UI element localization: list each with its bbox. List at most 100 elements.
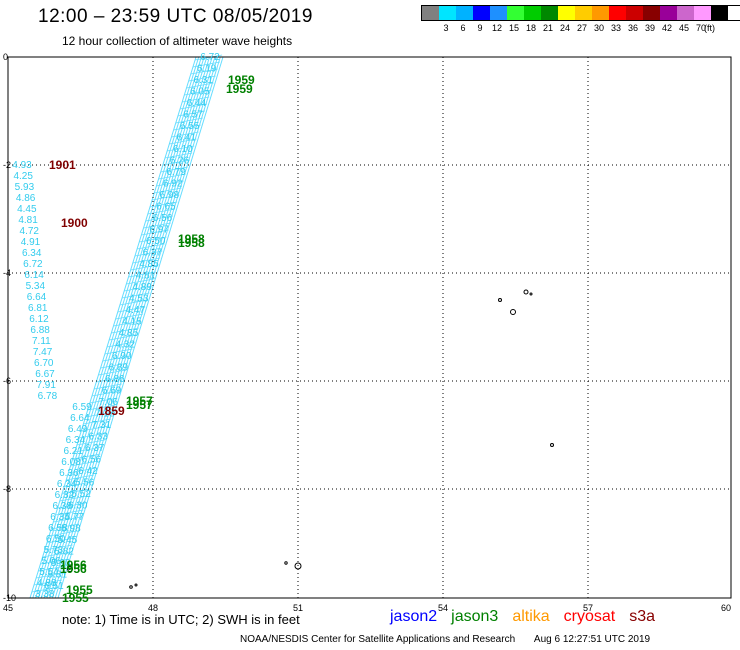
- legend-swatch: [660, 6, 677, 20]
- swh-value: 6.44: [187, 98, 207, 109]
- swh-value: 5.45: [58, 535, 78, 546]
- swh-value: 6.12: [29, 314, 49, 325]
- x-tick-label: 51: [293, 603, 303, 613]
- swath-hatch: [186, 82, 214, 89]
- swath-hatch: [31, 586, 60, 593]
- swh-value: 6.59: [72, 402, 92, 413]
- legend-label: 6: [460, 23, 466, 33]
- swath-hatch: [98, 369, 127, 376]
- time-label: 1956: [60, 562, 87, 576]
- satellite-label: jason2: [390, 608, 438, 625]
- swath-hatch: [143, 222, 171, 229]
- x-tick-label: 54: [438, 603, 448, 613]
- swh-value: 5.56: [75, 478, 95, 489]
- footer-credit: NOAA/NESDIS Center for Satellite Applica…: [240, 634, 516, 645]
- swh-value: 6.08: [61, 457, 81, 468]
- swath-hatch: [126, 278, 154, 285]
- swh-value: 4.85: [139, 259, 159, 270]
- swh-value: 5.34: [26, 281, 46, 292]
- swh-value: 6.30: [68, 501, 88, 512]
- color-legend: 3 6 9 12 15 18 21 24 27 30 33 36 39 42 45 70 (ft): [421, 5, 740, 35]
- swath-hatch: [152, 194, 180, 201]
- swh-value: 6.37: [143, 248, 163, 259]
- swh-value: 6.70: [34, 358, 54, 369]
- swh-value: 6.21: [63, 446, 83, 457]
- swath-hatch: [48, 530, 77, 537]
- swath-hatch: [66, 474, 95, 481]
- legend-label: 45: [679, 23, 690, 33]
- swath-hatch: [38, 565, 67, 572]
- swath-hatch: [63, 481, 92, 488]
- legend-swatch: [592, 6, 609, 20]
- swh-value: 4.45: [17, 204, 37, 215]
- swath-hatch: [171, 131, 199, 138]
- swh-value: 6.42: [78, 466, 98, 477]
- swh-value: 6.97: [149, 225, 169, 236]
- swath-hatch: [190, 68, 218, 75]
- swath-hatch: [192, 61, 221, 68]
- swath-hatch: [57, 502, 86, 509]
- swh-value: 6.14: [24, 270, 44, 281]
- legend-swatch: [626, 6, 643, 20]
- legend-label: 9: [477, 23, 483, 33]
- legend-label: 30: [594, 23, 605, 33]
- swath-hatch: [167, 145, 195, 152]
- swath-hatch: [132, 257, 161, 264]
- swh-value: 6.51: [44, 581, 64, 592]
- swh-value: 4.89: [132, 282, 152, 293]
- swath-hatch: [85, 411, 114, 418]
- swath-hatch: [139, 236, 167, 243]
- swath-hatch: [117, 306, 146, 313]
- swath-hatch: [179, 103, 208, 110]
- swh-value: 6.34: [50, 512, 70, 523]
- swath-track: [54, 56, 221, 599]
- island: [523, 289, 529, 295]
- swath-track: [40, 56, 208, 599]
- swh-value: 7.91: [36, 380, 56, 391]
- swath-hatch: [104, 348, 133, 355]
- swath-hatch: [128, 271, 156, 278]
- legend-label: 21: [543, 23, 554, 33]
- swath-hatch: [156, 180, 184, 187]
- legend-label: 39: [645, 23, 656, 33]
- swh-value: 7.31: [92, 420, 112, 431]
- swh-value: 6.72: [23, 259, 43, 270]
- swath-hatch: [79, 432, 107, 439]
- swath-hatch: [160, 166, 188, 173]
- swath-hatch: [141, 229, 169, 236]
- map-frame: [7, 56, 732, 599]
- legend-swatch: [711, 6, 728, 20]
- island: [129, 585, 133, 589]
- swath-hatch: [42, 551, 71, 558]
- swh-value: 6.55: [180, 121, 200, 132]
- satellite-legend: jason2 jason3 altika cryosat s3a: [390, 608, 669, 626]
- swath-hatch: [137, 243, 165, 250]
- y-tick-label: -6: [3, 376, 11, 386]
- swh-value: 6.50: [146, 236, 166, 247]
- legend-swatch: [694, 6, 711, 20]
- legend-label: 18: [526, 23, 537, 33]
- swath-hatch: [40, 558, 69, 565]
- swh-value: 6.69: [102, 386, 122, 397]
- legend-label: 12: [492, 23, 503, 33]
- swath-hatch: [111, 327, 139, 334]
- island: [550, 443, 554, 447]
- y-tick-label: -8: [3, 484, 11, 494]
- swh-value: 5.98: [61, 524, 81, 535]
- swath-track: [37, 56, 205, 599]
- swath-hatch: [106, 341, 135, 348]
- swath-track: [35, 56, 202, 599]
- swh-value: 4.88: [37, 578, 57, 589]
- swh-value: 4.47: [126, 305, 146, 316]
- swh-value: 6.90: [112, 351, 132, 362]
- swh-value: 6.89: [109, 363, 129, 374]
- legend-label: 15: [509, 23, 520, 33]
- swath-hatch: [94, 383, 122, 390]
- swh-value: 4.93: [12, 160, 32, 171]
- swh-value: 4.15: [122, 317, 142, 328]
- x-tick-label: 45: [3, 603, 13, 613]
- swh-value: 6.72: [200, 52, 220, 63]
- swath-hatch: [55, 509, 84, 516]
- swath-hatch: [36, 572, 65, 579]
- swath-hatch: [147, 208, 176, 215]
